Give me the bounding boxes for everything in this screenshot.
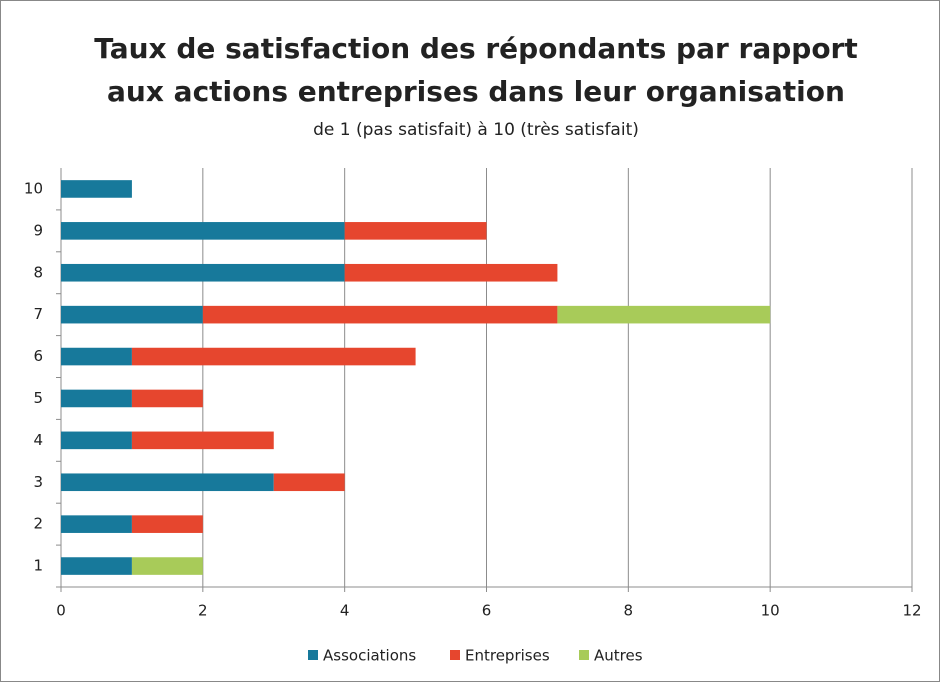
bar-segment: [131, 557, 203, 575]
y-tick-label: 10: [24, 179, 43, 197]
y-tick-label: 6: [33, 347, 43, 365]
bar-segment: [61, 473, 274, 492]
y-tick-label: 9: [33, 221, 43, 239]
y-tick-label: 7: [33, 305, 43, 323]
bar-segment: [344, 222, 487, 240]
bar-segment: [344, 263, 558, 282]
legend-swatch: [308, 650, 318, 660]
y-tick-label: 1: [33, 557, 43, 575]
legend-label: Autres: [594, 647, 643, 665]
x-tick-label: 8: [624, 602, 634, 620]
y-tick-label: 2: [33, 515, 43, 533]
y-tick-label: 4: [33, 431, 43, 449]
x-tick-label: 6: [482, 602, 492, 620]
bar-segment: [61, 222, 345, 240]
legend-swatch: [450, 650, 460, 660]
legend-label: Entreprises: [465, 647, 550, 665]
bar-segment: [131, 347, 416, 366]
bar-segment: [61, 389, 132, 408]
bar-segment: [557, 305, 771, 324]
bar-segment: [131, 389, 203, 408]
bar-segment: [61, 263, 345, 282]
y-tick-label: 5: [33, 389, 43, 407]
bar-segment: [202, 305, 558, 324]
y-tick-label: 3: [33, 473, 43, 491]
bar-segment: [61, 431, 132, 450]
bar-segment: [131, 515, 203, 533]
bar-segment: [61, 347, 132, 366]
bar-segment: [131, 431, 274, 450]
bar-segment: [273, 473, 345, 492]
x-tick-label: 10: [761, 602, 780, 620]
bar-segment: [61, 305, 203, 324]
chart-title: aux actions entreprises dans leur organi…: [107, 75, 845, 108]
x-tick-label: 4: [340, 602, 350, 620]
x-tick-label: 2: [198, 602, 208, 620]
legend-label: Associations: [323, 647, 416, 665]
y-tick-label: 8: [33, 263, 43, 281]
x-tick-label: 12: [902, 602, 921, 620]
chart-title: Taux de satisfaction des répondants par …: [94, 32, 858, 65]
bar-segment: [61, 180, 132, 198]
x-tick-label: 0: [56, 602, 66, 620]
bar-segment: [61, 557, 132, 575]
bar-segment: [61, 515, 132, 533]
legend-swatch: [579, 650, 589, 660]
chart-subtitle: de 1 (pas satisfait) à 10 (très satisfai…: [313, 120, 639, 140]
